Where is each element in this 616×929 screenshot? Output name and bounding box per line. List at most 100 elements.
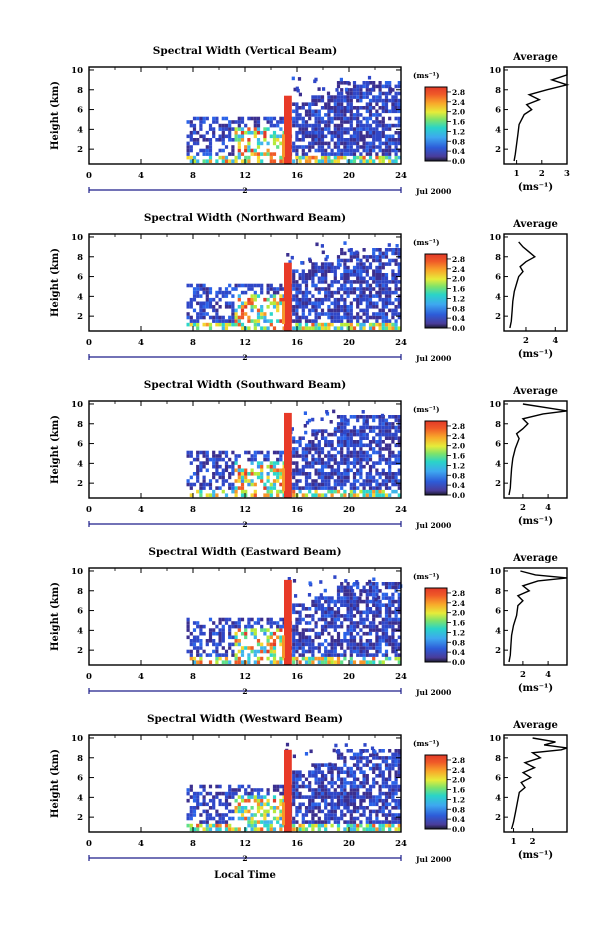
heatmap-cell [304, 475, 309, 480]
heatmap-cell [352, 450, 357, 455]
heatmap-cell [276, 635, 280, 640]
heatmap-cell [304, 283, 309, 288]
heatmap-cell [221, 468, 225, 473]
heatmap-cell [365, 493, 369, 497]
heatmap-cell [250, 319, 254, 323]
heatmap-cell [240, 322, 245, 327]
heatmap-cell [311, 646, 315, 650]
heatmap-cell [397, 120, 401, 124]
heatmap-cell [372, 276, 376, 281]
colorbar-tick-label: 2.4 [452, 766, 465, 775]
heatmap-cell [352, 141, 357, 146]
heatmap-cell [263, 326, 267, 330]
heatmap-cell [352, 827, 357, 831]
heatmap-cell [324, 639, 328, 643]
heatmap-cell [202, 148, 206, 153]
heatmap-cell [349, 315, 353, 320]
heatmap-cell [343, 820, 347, 824]
average-profile-line [513, 70, 570, 162]
heatmap-cell [391, 791, 395, 796]
heatmap-cell [368, 294, 373, 298]
heatmap-cell [389, 87, 393, 91]
heatmap-cell [381, 159, 385, 163]
heatmap-cell [330, 283, 334, 288]
heatmap-cell [336, 774, 341, 778]
heatmap-cell [378, 461, 382, 465]
heatmap-cell [189, 816, 193, 821]
heatmap-cell [388, 308, 392, 313]
heatmap-cell [279, 482, 283, 487]
heatmap-cell [372, 756, 376, 760]
heatmap-cell [208, 806, 213, 810]
colorbar [424, 420, 448, 496]
heatmap-cell [349, 326, 353, 330]
heatmap-cell [336, 592, 341, 597]
heatmap-cell [215, 493, 219, 497]
heatmap-cell [384, 145, 389, 149]
heatmap-cell [228, 617, 232, 622]
heatmap-cell [244, 475, 248, 480]
heatmap-cell [240, 152, 245, 156]
heatmap-cell [362, 95, 366, 99]
heatmap-cell [295, 603, 299, 607]
heatmap-cell [349, 255, 353, 259]
heatmap-cell [397, 273, 401, 277]
heatmap-cell [378, 81, 382, 85]
heatmap-cell [394, 123, 398, 128]
heatmap-cell [378, 294, 382, 298]
heatmap-cell [240, 816, 245, 821]
heatmap-cell [292, 823, 296, 828]
heatmap-cell [304, 461, 309, 465]
heatmap-cell [343, 631, 347, 636]
y-tick-label: 10 [71, 233, 83, 243]
heatmap-cell [301, 450, 305, 455]
heatmap-cell [324, 276, 328, 281]
heatmap-cell [221, 322, 225, 327]
heatmap-cell [298, 603, 302, 607]
heatmap-cell [324, 607, 328, 611]
heatmap-cell [292, 816, 296, 821]
heatmap-cell [346, 774, 350, 778]
heatmap-cell [212, 802, 216, 807]
heatmap-cell [394, 109, 398, 114]
heatmap-cell [208, 639, 213, 643]
heatmap-cell [186, 120, 190, 124]
heatmap-cell [292, 820, 296, 824]
heatmap-cell [349, 120, 353, 124]
heatmap-cell [212, 621, 216, 625]
heatmap-cell [384, 109, 389, 114]
heatmap-cell [340, 322, 344, 327]
heatmap-cell [375, 468, 379, 473]
heatmap-cell [336, 130, 341, 135]
heatmap-cell [388, 624, 392, 629]
average-x-tick-label: 2 [530, 837, 536, 847]
heatmap-cell [394, 248, 398, 252]
heatmap-cell [345, 90, 349, 94]
heatmap-cell [311, 283, 315, 288]
heatmap-cell [218, 127, 222, 131]
heatmap-cell [231, 791, 235, 796]
heatmap-cell [324, 326, 328, 330]
heatmap-cell [330, 443, 334, 448]
heatmap-cell [343, 763, 347, 767]
heatmap-cell [349, 653, 353, 657]
heatmap-cell [301, 280, 305, 284]
heatmap-cell [391, 454, 395, 458]
heatmap-cell [263, 802, 267, 807]
heatmap-cell [218, 813, 222, 817]
heatmap-cell [375, 283, 379, 288]
heatmap-cell [391, 763, 395, 767]
heatmap-cell [295, 624, 299, 629]
heatmap-cell [368, 109, 373, 114]
heatmap-cell [304, 621, 309, 625]
heatmap-cell [333, 454, 337, 458]
heatmap-cell [349, 592, 353, 597]
heatmap-cell [352, 440, 357, 444]
heatmap-cell [263, 482, 267, 487]
heatmap-cell [186, 482, 190, 487]
heatmap-cell [394, 582, 398, 586]
heatmap-cell [199, 305, 203, 309]
heatmap-cell [324, 269, 328, 273]
heatmap-cell [327, 816, 331, 821]
heatmap-cell [234, 120, 238, 124]
